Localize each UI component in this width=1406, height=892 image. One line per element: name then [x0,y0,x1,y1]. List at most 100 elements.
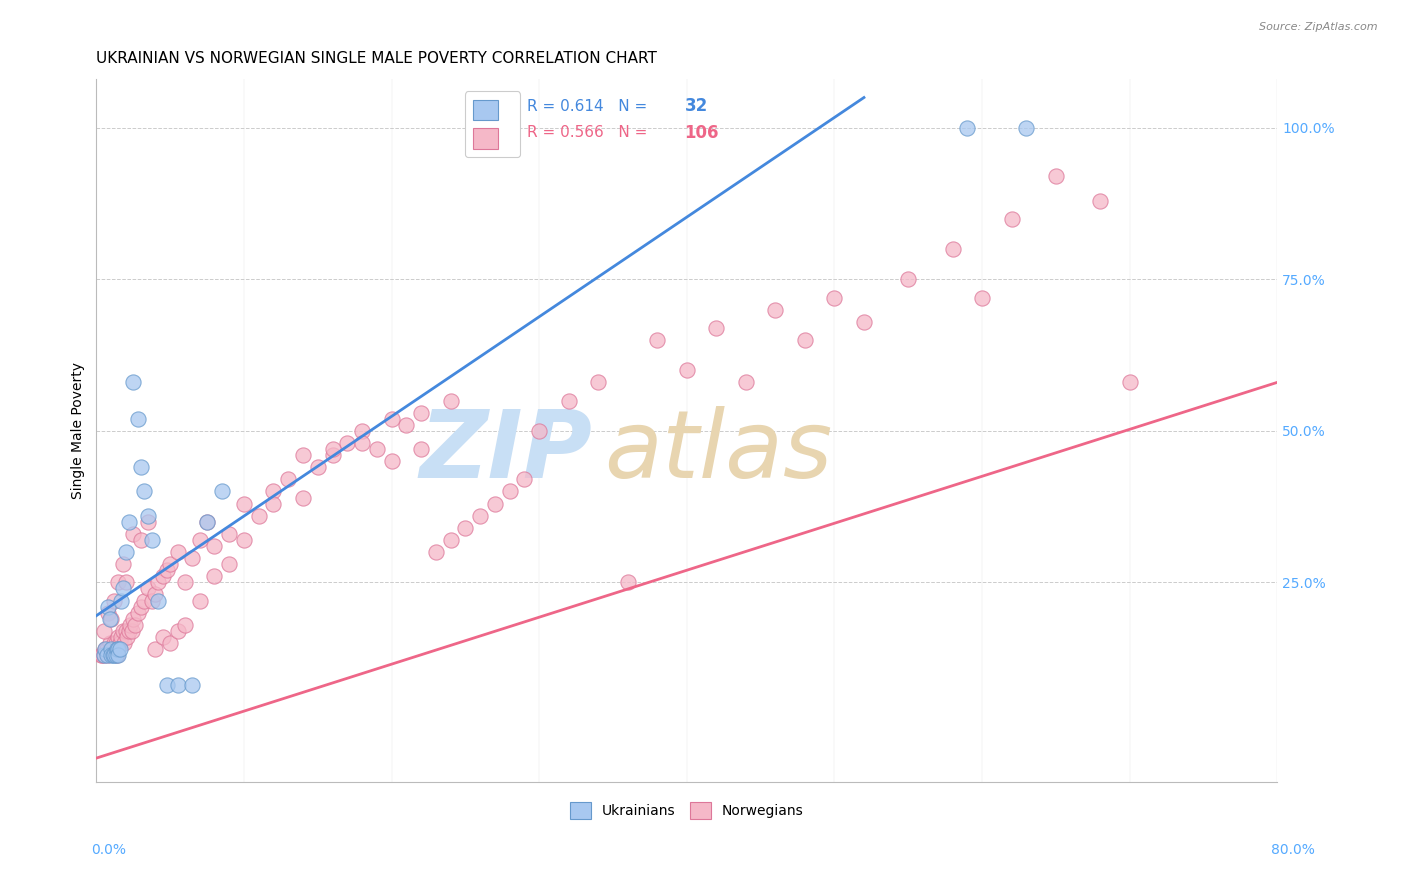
Point [188,533,211,547]
Text: 32: 32 [685,97,707,115]
Point [159,557,181,571]
Point [381,411,404,425]
Point [108,642,131,657]
Text: atlas: atlas [605,407,832,498]
Point [104,636,127,650]
Point [586,376,609,390]
Point [136,515,159,529]
Point [148,575,170,590]
Point [115,545,138,559]
Text: ZIP: ZIP [419,406,592,498]
Point [557,393,579,408]
Point [100,648,122,662]
Point [1088,194,1111,208]
Point [181,678,204,692]
Point [98,636,121,650]
Point [381,454,404,468]
Point [218,557,240,571]
Point [94,642,117,657]
Point [107,575,129,590]
Point [204,539,226,553]
Point [115,624,138,638]
Point [108,636,131,650]
Point [218,527,240,541]
Point [112,636,135,650]
Point [166,545,188,559]
Point [93,624,115,638]
Point [195,515,218,529]
Point [132,484,155,499]
Point [411,406,433,420]
Point [122,527,145,541]
Point [129,460,152,475]
Point [110,630,132,644]
Point [440,533,463,547]
Point [897,272,920,286]
Text: Source: ZipAtlas.com: Source: ZipAtlas.com [1260,22,1378,32]
Point [166,624,188,638]
Y-axis label: Single Male Poverty: Single Male Poverty [72,362,86,500]
Point [793,333,815,347]
Point [96,648,118,662]
Point [136,582,159,596]
Point [124,617,146,632]
Point [292,491,315,505]
Point [498,484,520,499]
Point [115,575,138,590]
Point [91,648,114,662]
Point [121,624,143,638]
Point [118,624,141,638]
Point [129,599,152,614]
Point [763,302,786,317]
Point [440,393,463,408]
Point [470,508,492,523]
Point [263,497,285,511]
Text: R = 0.566   N =: R = 0.566 N = [527,125,652,140]
Point [97,599,120,614]
Point [110,593,132,607]
Point [98,612,121,626]
Point [352,436,374,450]
Point [103,593,125,607]
Point [101,642,124,657]
Point [111,624,134,638]
Point [204,569,226,583]
Point [411,442,433,456]
Point [97,648,120,662]
Point [1045,169,1067,184]
Point [292,448,315,462]
Point [454,521,477,535]
Point [101,648,124,662]
Point [122,376,145,390]
Text: R = 0.614   N =: R = 0.614 N = [527,98,652,113]
Point [118,515,141,529]
Point [734,376,756,390]
Point [152,630,174,644]
Point [96,642,118,657]
Point [100,642,122,657]
Point [105,642,128,657]
Point [127,606,149,620]
Point [1118,376,1140,390]
Point [94,642,117,657]
Point [1015,120,1038,135]
Point [181,551,204,566]
Text: 106: 106 [685,124,718,142]
Point [307,460,329,475]
Point [233,497,256,511]
Point [111,557,134,571]
Point [704,321,727,335]
Text: UKRAINIAN VS NORWEGIAN SINGLE MALE POVERTY CORRELATION CHART: UKRAINIAN VS NORWEGIAN SINGLE MALE POVER… [97,51,657,66]
Point [166,678,188,692]
Point [148,593,170,607]
Point [956,120,979,135]
Point [145,642,167,657]
Point [188,593,211,607]
Point [616,575,638,590]
Point [1000,211,1022,226]
Text: 0.0%: 0.0% [91,843,127,857]
Point [136,508,159,523]
Point [93,648,115,662]
Point [425,545,447,559]
Point [93,648,115,662]
